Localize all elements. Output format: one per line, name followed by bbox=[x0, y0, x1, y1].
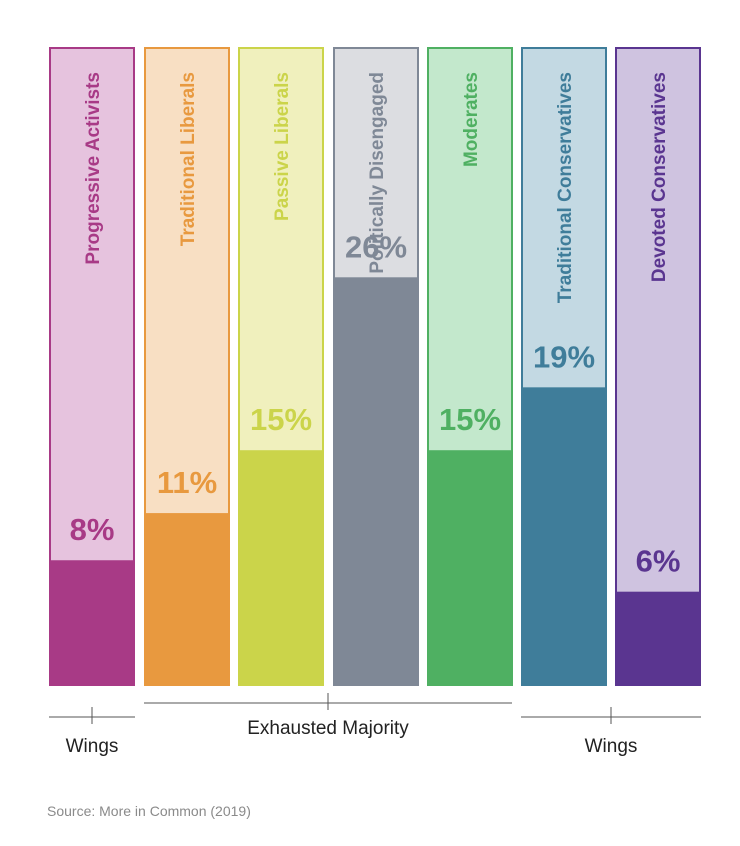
source-note: Source: More in Common (2019) bbox=[47, 803, 251, 819]
value-label: 8% bbox=[70, 512, 115, 547]
group-bracket: Wings bbox=[49, 707, 135, 757]
segment-label: Devoted Conservatives bbox=[649, 72, 670, 282]
column-background bbox=[615, 47, 701, 686]
group-label: Wings bbox=[66, 736, 119, 757]
value-label: 26% bbox=[345, 229, 407, 264]
value-label: 15% bbox=[439, 402, 501, 437]
segment-column: 15% Moderates bbox=[427, 47, 513, 686]
segment-column: 6% Devoted Conservatives bbox=[615, 47, 701, 686]
segment-label: Traditional Conservatives bbox=[555, 72, 576, 303]
bar bbox=[427, 450, 513, 686]
bar bbox=[333, 277, 419, 686]
value-label: 15% bbox=[250, 402, 312, 437]
value-label: 6% bbox=[636, 544, 681, 579]
group-bracket: Wings bbox=[521, 707, 701, 757]
group-label: Wings bbox=[585, 736, 638, 757]
value-label: 19% bbox=[533, 339, 595, 374]
bar bbox=[521, 387, 607, 686]
segment-column: 26%Politically Disengaged bbox=[333, 47, 419, 686]
value-label: 11% bbox=[157, 465, 217, 500]
bar bbox=[238, 450, 324, 686]
segment-label: Moderates bbox=[461, 72, 482, 167]
bar bbox=[615, 591, 701, 686]
segment-column: 11% Traditional Liberals bbox=[144, 47, 230, 686]
segment-column: 19% Traditional Conservatives bbox=[521, 47, 607, 686]
segment-label: Passive Liberals bbox=[272, 72, 293, 221]
segment-column: 15% Passive Liberals bbox=[238, 47, 324, 686]
segment-column: 8% Progressive Activists bbox=[49, 47, 135, 686]
bar bbox=[144, 513, 230, 686]
segment-label: Politically Disengaged bbox=[367, 72, 388, 274]
group-label: Exhausted Majority bbox=[247, 718, 409, 739]
group-bracket: Exhausted Majority bbox=[144, 693, 512, 739]
segment-label: Traditional Liberals bbox=[178, 72, 199, 246]
bar bbox=[49, 560, 135, 686]
segment-label: Progressive Activists bbox=[83, 72, 104, 265]
